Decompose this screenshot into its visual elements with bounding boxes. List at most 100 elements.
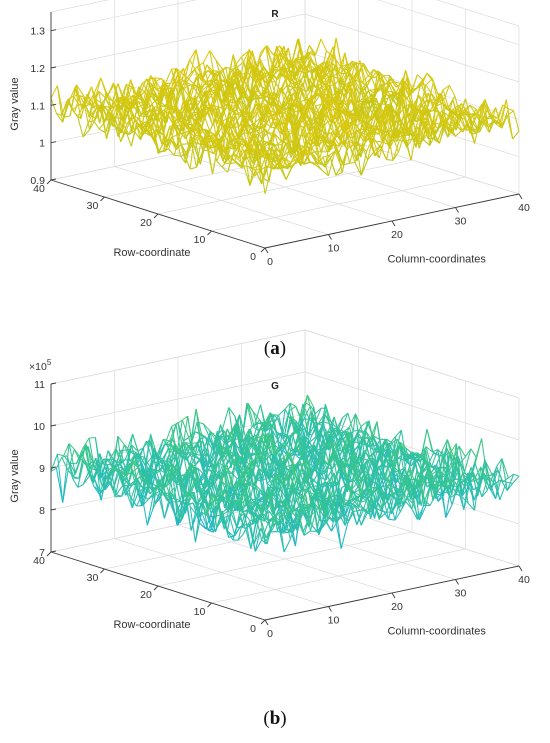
- mesh-segment: [203, 431, 211, 469]
- mesh-segment: [298, 120, 306, 147]
- mesh-segment: [176, 68, 185, 76]
- mesh-segment: [364, 436, 371, 439]
- mesh-segment: [426, 72, 433, 79]
- mesh-segment: [370, 421, 378, 439]
- mesh-segment: [271, 166, 278, 170]
- mesh-segment: [199, 436, 206, 440]
- mesh-segment: [243, 164, 250, 168]
- mesh-segment: [312, 126, 320, 147]
- mesh-segment: [393, 132, 400, 141]
- mesh-segment: [263, 71, 271, 100]
- mesh-segment: [218, 66, 227, 76]
- mesh-segment: [513, 110, 520, 132]
- mesh-segment: [445, 108, 452, 113]
- mesh-segment: [413, 113, 420, 120]
- mesh-segment: [436, 122, 444, 127]
- mesh-segment: [423, 99, 431, 103]
- mesh-segment: [314, 128, 322, 152]
- mesh-segment: [430, 136, 438, 143]
- axes: 0102030400102030400.911.11.21.3×106Gray …: [9, 0, 530, 268]
- mesh-segment: [297, 433, 305, 454]
- mesh-segment: [258, 128, 266, 135]
- mesh-segment: [187, 95, 196, 107]
- mesh-segment: [75, 84, 84, 95]
- mesh-segment: [273, 106, 281, 120]
- mesh-segment: [416, 126, 425, 140]
- mesh-segment: [313, 68, 320, 89]
- mesh-segment: [138, 125, 145, 129]
- mesh-segment: [238, 120, 246, 133]
- z-tick-label: 1: [39, 138, 45, 150]
- mesh-segment: [267, 141, 275, 145]
- mesh-segment: [139, 455, 145, 458]
- mesh-segment: [488, 107, 497, 133]
- mesh-segment: [302, 444, 309, 465]
- mesh-segment: [139, 115, 146, 118]
- mesh-segment: [342, 426, 350, 433]
- mesh-segment: [183, 74, 190, 80]
- mesh-segment: [461, 103, 468, 112]
- mesh-segment: [369, 89, 376, 95]
- mesh-segment: [56, 454, 64, 503]
- mesh-segment: [351, 130, 359, 135]
- mesh-segment: [133, 130, 142, 141]
- caption-a: (a): [263, 338, 287, 359]
- y-tick: [46, 179, 52, 185]
- mesh-segment: [241, 90, 249, 101]
- mesh-segment: [217, 71, 225, 102]
- mesh-segment: [137, 117, 144, 124]
- mesh-segment: [196, 453, 202, 457]
- mesh-segment: [353, 143, 361, 146]
- grid-line: [50, 50, 520, 120]
- mesh-segment: [251, 425, 259, 432]
- mesh-segment: [205, 135, 212, 143]
- mesh-segment: [372, 137, 380, 159]
- mesh-segment: [205, 105, 214, 126]
- mesh-segment: [400, 95, 407, 134]
- mesh-segment: [252, 57, 261, 80]
- x-tick-label: 30: [455, 216, 467, 228]
- mesh-segment: [223, 155, 230, 164]
- mesh-segment: [79, 95, 87, 99]
- mesh-segment: [323, 413, 331, 425]
- mesh-segment: [304, 148, 312, 155]
- mesh-segment: [238, 455, 245, 459]
- mesh-segment: [204, 83, 211, 87]
- mesh-segment: [241, 51, 249, 58]
- mesh-segment: [300, 112, 308, 136]
- mesh-segment: [402, 77, 410, 97]
- mesh-segment: [131, 115, 140, 126]
- mesh-segment: [121, 97, 129, 119]
- mesh-segment: [187, 466, 195, 497]
- mesh-segment: [458, 105, 466, 120]
- mesh-segment: [386, 159, 394, 161]
- mesh-segment: [299, 100, 306, 110]
- mesh-segment: [161, 114, 168, 145]
- mesh-segment: [334, 88, 342, 103]
- mesh-segment: [218, 85, 226, 100]
- mesh-segment: [291, 77, 298, 91]
- mesh-segment: [93, 485, 100, 495]
- mesh-segment: [338, 122, 346, 147]
- mesh-segment: [291, 135, 298, 142]
- mesh-segment: [302, 145, 310, 163]
- mesh-segment: [371, 70, 379, 78]
- mesh-segment: [267, 420, 274, 423]
- mesh-segment: [352, 112, 359, 116]
- mesh-segment: [366, 137, 374, 152]
- mesh-segment: [309, 59, 317, 68]
- mesh-segment: [341, 105, 348, 117]
- mesh-segment: [71, 477, 79, 488]
- mesh-segment: [183, 130, 189, 134]
- mesh-segment: [354, 441, 361, 444]
- mesh-segment: [298, 104, 305, 112]
- mesh-segment: [327, 428, 334, 433]
- mesh-segment: [195, 408, 202, 434]
- mesh-segment: [164, 68, 173, 84]
- mesh-segment: [126, 460, 134, 477]
- mesh-segment: [248, 166, 255, 177]
- mesh-segment: [237, 139, 245, 145]
- mesh-segment: [363, 113, 371, 120]
- mesh-segment: [340, 88, 347, 106]
- mesh-segment: [352, 130, 359, 139]
